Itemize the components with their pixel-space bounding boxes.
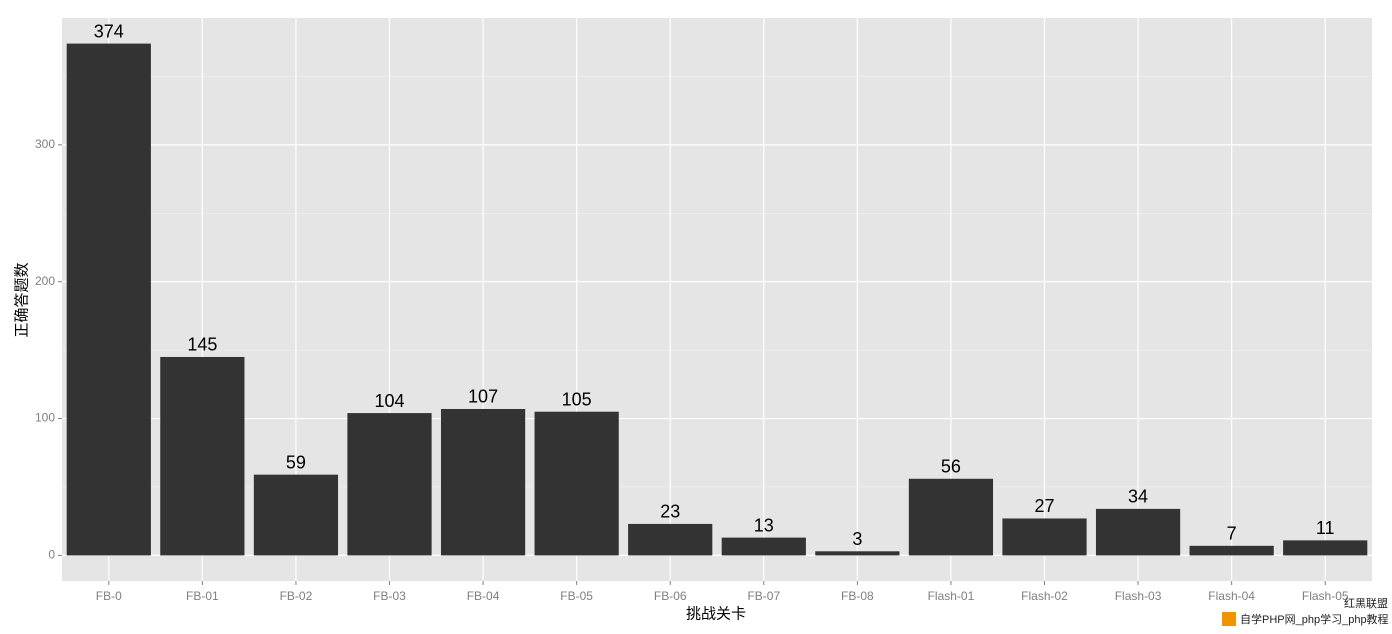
y-tick-label: 100 — [35, 411, 55, 425]
x-tick-label: FB-04 — [467, 589, 500, 603]
value-label: 104 — [374, 391, 404, 411]
bar — [253, 474, 339, 556]
watermark-icon — [1222, 612, 1236, 626]
x-tick-label: FB-0 — [96, 589, 122, 603]
x-tick-label: FB-05 — [560, 589, 593, 603]
bar — [1002, 518, 1087, 556]
watermark-brand: 红黑联盟 — [1344, 597, 1388, 610]
value-label: 23 — [660, 502, 680, 522]
x-axis-title: 挑战关卡 — [686, 605, 746, 623]
value-label: 105 — [562, 389, 592, 409]
x-tick-label: FB-08 — [841, 589, 874, 603]
value-label: 11 — [1316, 518, 1335, 538]
value-label: 13 — [754, 515, 774, 535]
x-tick-label: FB-07 — [747, 589, 780, 603]
y-tick-label: 300 — [35, 137, 55, 151]
watermark: 红黑联盟 自学PHP网_php学习_php教程 — [1222, 597, 1389, 626]
bar — [160, 356, 245, 556]
bar — [628, 523, 713, 556]
plot: 0 100 200 300 FB-0 374 FB-01 145 FB-02 59 FB-03 104… — [35, 18, 1372, 603]
value-label: 59 — [286, 452, 306, 472]
x-tick-label: FB-02 — [280, 589, 313, 603]
value-label: 374 — [94, 21, 124, 41]
bar — [908, 478, 994, 556]
x-tick-label: FB-06 — [654, 589, 687, 603]
value-label: 34 — [1128, 487, 1148, 507]
y-axis-title: 正确答题数 — [13, 262, 31, 337]
x-tick-label: FB-03 — [373, 589, 406, 603]
x-tick-label: Flash-03 — [1115, 589, 1162, 603]
bar — [815, 551, 900, 556]
bar — [440, 408, 526, 556]
watermark-caption: 自学PHP网_php学习_php教程 — [1240, 612, 1389, 626]
x-tick-label: Flash-01 — [928, 589, 975, 603]
value-label: 3 — [852, 529, 862, 549]
x-tick-label: FB-01 — [186, 589, 219, 603]
bar — [534, 411, 619, 556]
bar — [1095, 508, 1181, 556]
y-tick-label: 200 — [35, 274, 55, 288]
bar — [347, 413, 432, 556]
value-label: 7 — [1227, 524, 1237, 544]
x-tick-label: Flash-02 — [1021, 589, 1068, 603]
value-label: 27 — [1034, 496, 1054, 516]
y-tick-label: 0 — [48, 548, 55, 562]
x-tick-label: Flash-04 — [1208, 589, 1255, 603]
x-tick-label: Flash-05 — [1302, 589, 1349, 603]
value-label: 145 — [187, 335, 217, 355]
bar — [66, 43, 151, 556]
value-label: 107 — [468, 387, 498, 407]
bar — [721, 537, 806, 556]
bar — [1189, 545, 1274, 556]
bar — [1283, 540, 1368, 556]
value-label: 56 — [941, 457, 961, 477]
